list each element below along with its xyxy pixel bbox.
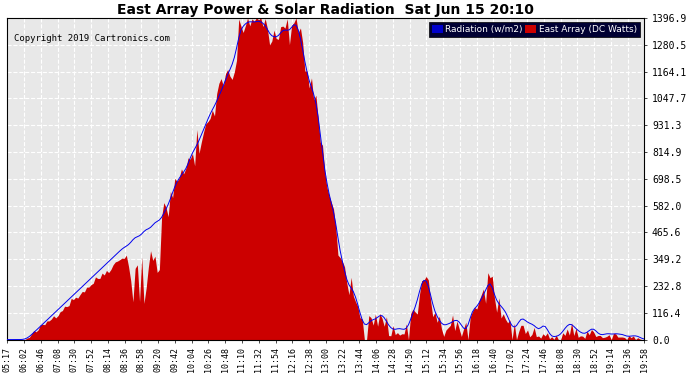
Legend: Radiation (w/m2), East Array (DC Watts): Radiation (w/m2), East Array (DC Watts): [429, 22, 640, 37]
Text: Copyright 2019 Cartronics.com: Copyright 2019 Cartronics.com: [14, 34, 170, 43]
Title: East Array Power & Solar Radiation  Sat Jun 15 20:10: East Array Power & Solar Radiation Sat J…: [117, 3, 534, 17]
